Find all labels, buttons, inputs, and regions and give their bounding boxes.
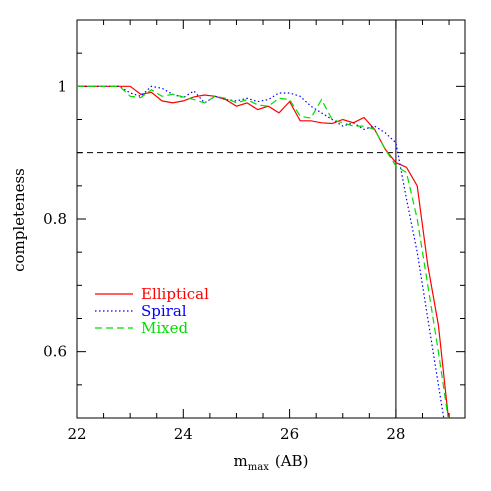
series-group: [77, 85, 449, 418]
x-axis-label-sub: max: [248, 462, 269, 473]
x-tick-label: 24: [174, 425, 193, 443]
y-tick-label: 0.8: [43, 210, 67, 228]
ticks: [76, 19, 465, 419]
y-tick-label: 1: [57, 77, 67, 95]
series-line-elliptical: [77, 85, 449, 418]
x-tick-label: 22: [67, 425, 86, 443]
x-tick-label: 28: [386, 425, 405, 443]
x-tick-label: 26: [280, 425, 299, 443]
tick-labels: 22 24 26 28 0.6 0.8 1: [43, 77, 405, 443]
series-line-spiral: [77, 85, 445, 418]
legend-label-elliptical: Elliptical: [141, 285, 209, 303]
series-line-mixed: [77, 85, 449, 418]
y-axis-label: completeness: [10, 168, 28, 272]
legend-label-spiral: Spiral: [141, 302, 187, 320]
x-axis-label-main: m: [234, 452, 248, 470]
y-tick-label: 0.6: [43, 343, 67, 361]
reference-lines: [77, 20, 465, 418]
x-axis-label: mmax (AB): [234, 452, 309, 473]
legend-label-mixed: Mixed: [141, 319, 188, 337]
plot-frame: [76, 19, 466, 419]
x-axis-label-unit: (AB): [275, 452, 309, 470]
